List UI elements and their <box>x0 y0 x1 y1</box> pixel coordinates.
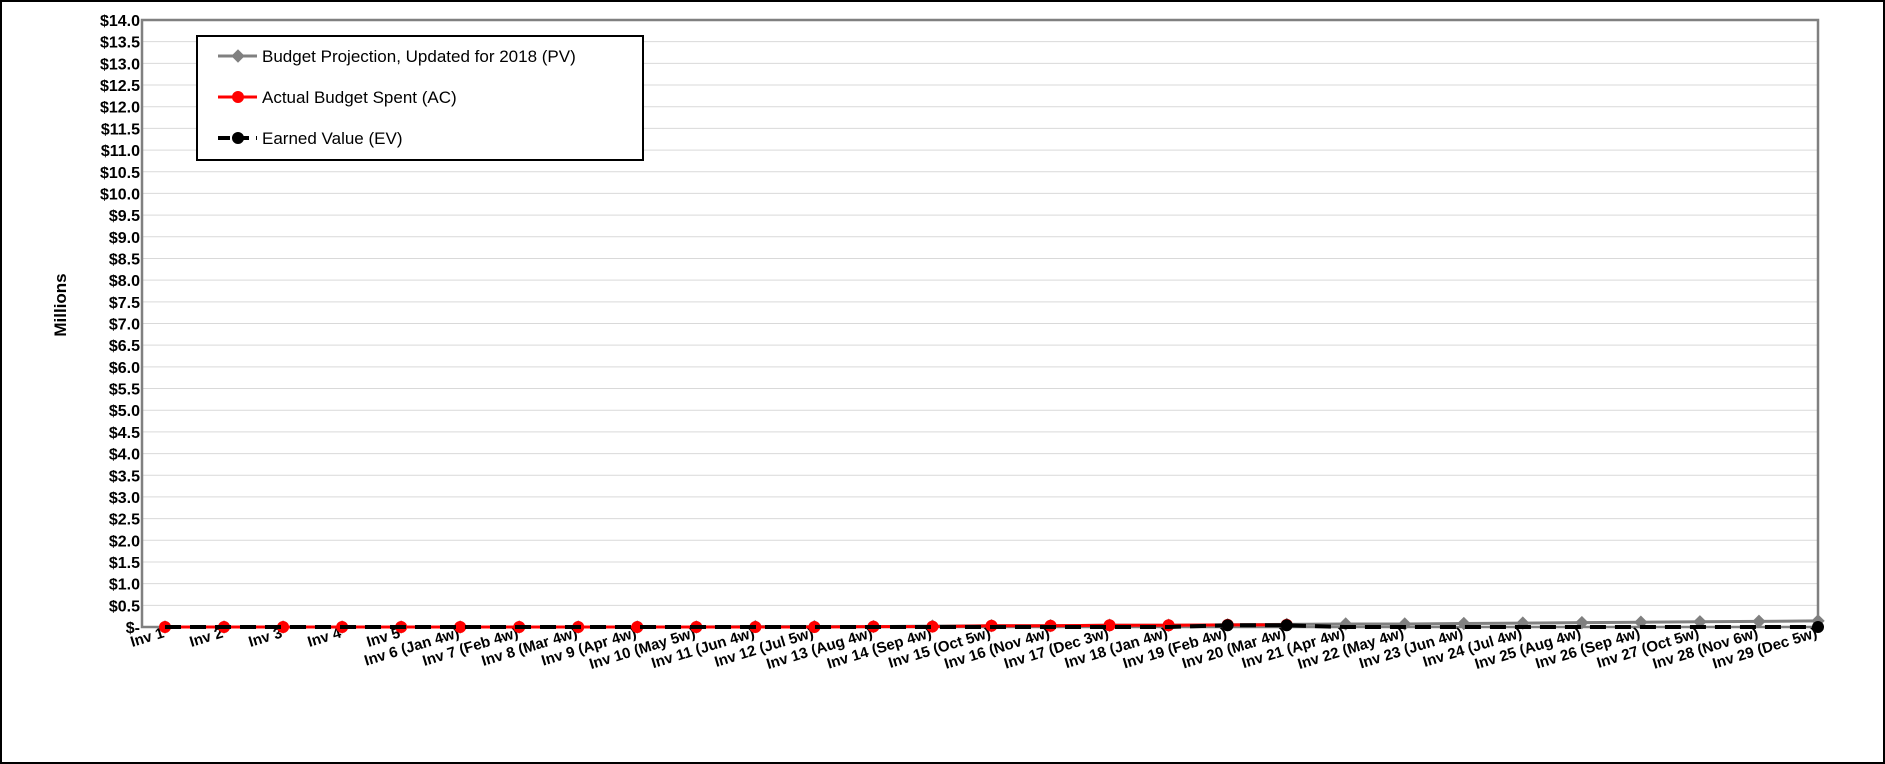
series-line <box>165 623 1818 629</box>
y-tick-label: $- <box>126 620 140 637</box>
y-tick-label: $2.0 <box>109 533 140 550</box>
y-tick-label: $6.0 <box>109 360 140 377</box>
y-tick-label: $4.0 <box>109 447 140 464</box>
y-tick-label: $11.5 <box>101 121 140 138</box>
legend-marker <box>232 132 244 144</box>
y-tick-label: $10.0 <box>100 186 140 203</box>
legend-label: Earned Value (EV) <box>262 129 402 148</box>
data-point <box>454 621 467 633</box>
y-tick-label: $11.0 <box>101 143 140 160</box>
y-tick-label: $13.0 <box>100 56 140 73</box>
y-tick-label: $7.0 <box>109 317 140 334</box>
y-tick-label: $12.0 <box>100 100 140 117</box>
y-axis-tick-labels: $- $0.5 $1.0 $1.5 $2.0 $2.5 $3.0 $3.5 $4.0 $4.5 $5… <box>100 13 140 637</box>
legend-item: Budget Projection, Updated for 2018 (PV) <box>218 47 576 66</box>
legend-label: Budget Projection, Updated for 2018 (PV) <box>262 47 576 66</box>
y-tick-label: $14.0 <box>100 13 140 30</box>
y-tick-label: $1.0 <box>109 577 140 594</box>
data-point <box>1221 619 1234 632</box>
legend-marker <box>231 49 245 63</box>
legend-marker <box>232 91 244 103</box>
y-axis-title: Millions <box>51 273 70 336</box>
y-tick-label: $10.5 <box>100 165 140 182</box>
y-tick-label: $3.0 <box>109 490 140 507</box>
legend-item: Actual Budget Spent (AC) <box>218 88 457 107</box>
data-point <box>1280 619 1293 632</box>
y-tick-label: $8.0 <box>109 273 140 290</box>
y-tick-label: $5.0 <box>109 403 140 420</box>
data-point <box>1752 614 1766 629</box>
series-3 <box>165 619 1824 633</box>
y-tick-label: $0.5 <box>109 598 140 615</box>
legend-label: Actual Budget Spent (AC) <box>262 88 457 107</box>
y-tick-label: $13.5 <box>100 35 140 52</box>
y-tick-label: $3.5 <box>109 468 140 485</box>
y-tick-label: $5.5 <box>109 382 140 399</box>
y-tick-label: $8.5 <box>109 251 140 268</box>
y-tick-label: $9.5 <box>109 208 140 225</box>
y-tick-label: $2.5 <box>109 512 140 529</box>
y-tick-label: $1.5 <box>109 555 140 572</box>
data-point <box>1812 621 1824 633</box>
y-tick-label: $7.5 <box>109 295 140 312</box>
legend-item: Earned Value (EV) <box>218 129 402 148</box>
y-tick-label: $6.5 <box>109 338 140 355</box>
series-layer <box>158 614 1825 634</box>
legend-box <box>196 35 644 161</box>
legend: Budget Projection, Updated for 2018 (PV)… <box>196 35 644 161</box>
y-tick-label: $12.5 <box>100 78 140 95</box>
data-point <box>1457 616 1471 631</box>
y-tick-label: $9.0 <box>109 230 140 247</box>
y-tick-label: $4.5 <box>109 425 140 442</box>
